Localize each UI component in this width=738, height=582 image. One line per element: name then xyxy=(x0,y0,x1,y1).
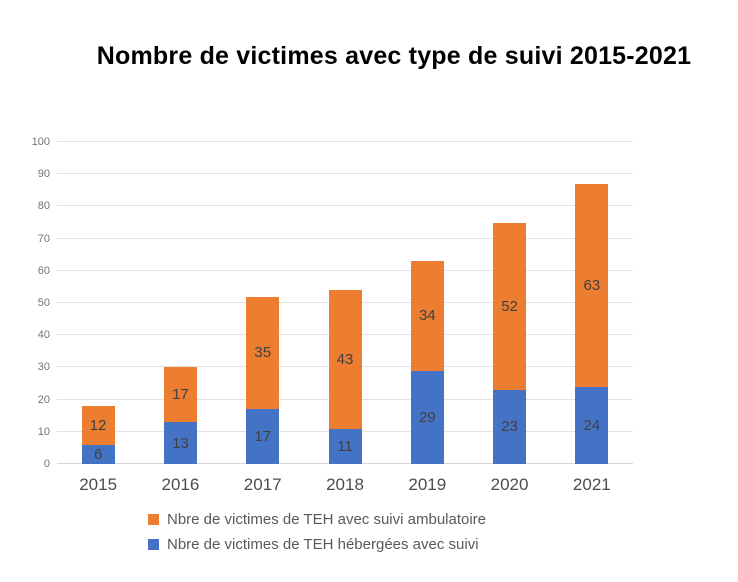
bar-value-label: 24 xyxy=(583,416,601,434)
bar-value-label: 13 xyxy=(172,434,189,452)
legend-swatch xyxy=(148,514,159,525)
gridline xyxy=(57,269,633,271)
y-axis-tick-label: 20 xyxy=(37,393,50,406)
x-axis-category-labels: 2015 2016 2017 2018 2019 2020 2021 xyxy=(57,475,633,497)
bar-value-label: 12 xyxy=(89,416,107,434)
plot-area: 12 6 17 13 35 17 43 11 34 29 52 23 63 24 xyxy=(57,141,633,464)
bar-value-label: 17 xyxy=(172,386,189,404)
x-axis-label-2018: 2018 xyxy=(326,475,364,494)
gridline xyxy=(57,173,633,175)
bar-segment: 52 xyxy=(493,222,527,390)
bar-segment: 13 xyxy=(163,422,197,464)
bar-2019: 34 29 xyxy=(410,261,444,464)
bar-segment: 35 xyxy=(246,296,280,410)
legend-swatch xyxy=(148,539,159,550)
legend-item: Nbre de victimes de TEH avec suivi ambul… xyxy=(148,511,486,528)
bar-segment: 6 xyxy=(81,444,115,464)
gridline xyxy=(57,205,633,207)
bar-segment: 24 xyxy=(575,386,609,464)
bar-value-label: 35 xyxy=(254,344,272,362)
y-axis-tick-label: 80 xyxy=(37,200,50,213)
bar-value-label: 34 xyxy=(418,307,436,325)
y-axis-tick-label: 30 xyxy=(37,361,50,374)
y-axis-tick-label: 10 xyxy=(37,425,50,438)
y-axis-tick-label: 40 xyxy=(37,329,50,342)
y-axis-tick-label: 90 xyxy=(37,168,50,181)
bar-segment: 12 xyxy=(81,406,115,445)
bar-value-label: 11 xyxy=(337,437,353,455)
bar-value-label: 17 xyxy=(254,428,272,446)
bar-value-label: 63 xyxy=(583,276,601,294)
legend-item: Nbre de victimes de TEH hébergées avec s… xyxy=(148,536,486,553)
x-axis-label-2017: 2017 xyxy=(243,475,282,494)
legend-label: Nbre de victimes de TEH hébergées avec s… xyxy=(167,536,479,553)
y-axis-tick-label: 60 xyxy=(37,264,50,277)
bar-segment: 29 xyxy=(410,370,444,464)
bar-2016: 17 13 xyxy=(163,367,197,464)
bar-value-label: 29 xyxy=(418,408,436,426)
bar-segment: 17 xyxy=(246,409,280,464)
x-axis-label-2021: 2021 xyxy=(572,475,611,494)
x-axis-label-2020: 2020 xyxy=(490,475,529,494)
bar-segment: 43 xyxy=(328,290,362,429)
bar-segment: 11 xyxy=(328,428,362,464)
bar-segment: 34 xyxy=(410,261,444,371)
gridline xyxy=(57,237,633,239)
legend: Nbre de victimes de TEH avec suivi ambul… xyxy=(148,511,486,553)
bar-2020: 52 23 xyxy=(493,222,527,464)
bar-2018: 43 11 xyxy=(328,290,362,464)
y-axis-tick-label: 70 xyxy=(37,232,50,245)
bar-segment: 23 xyxy=(493,389,527,464)
x-axis-label-2016: 2016 xyxy=(161,475,200,494)
bar-value-label: 52 xyxy=(501,297,518,315)
bar-segment: 63 xyxy=(575,183,609,387)
bar-value-label: 6 xyxy=(93,445,103,463)
chart-title: Nombre de victimes avec type de suivi 20… xyxy=(96,42,692,70)
bar-2017: 35 17 xyxy=(246,296,280,464)
y-axis-tick-labels: 0 10 20 30 40 50 60 70 80 90 100 xyxy=(8,136,50,470)
y-axis-tick-label: 0 xyxy=(43,458,50,470)
gridline xyxy=(57,141,633,142)
x-axis-label-2015: 2015 xyxy=(79,475,118,494)
bar-value-label: 23 xyxy=(501,418,518,436)
legend-label: Nbre de victimes de TEH avec suivi ambul… xyxy=(167,511,487,528)
y-axis-tick-label: 50 xyxy=(37,297,50,309)
bar-2015: 12 6 xyxy=(81,406,115,464)
bar-2021: 63 24 xyxy=(575,183,609,464)
bar-value-label: 43 xyxy=(336,350,354,368)
x-axis-label-2019: 2019 xyxy=(408,475,447,494)
bar-segment: 17 xyxy=(163,367,197,423)
y-axis-tick-label: 100 xyxy=(31,136,50,148)
